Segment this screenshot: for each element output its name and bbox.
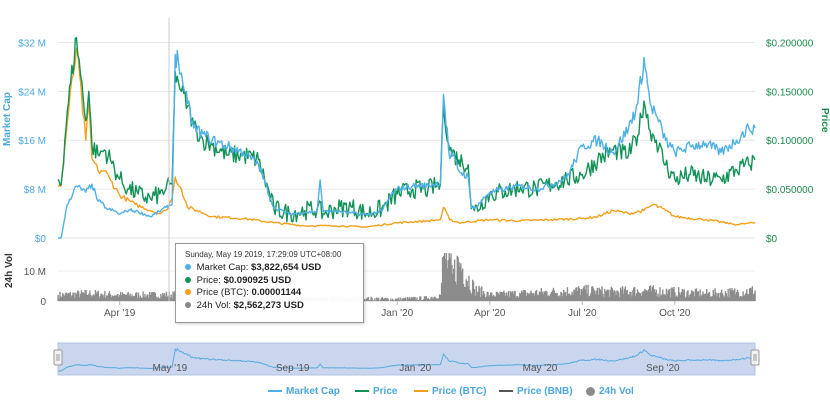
tooltip-value: $3,822,654 USD (251, 262, 321, 273)
series-layer (58, 38, 755, 238)
legend: Market Cap Price Price (BTC) Price (BNB)… (0, 386, 830, 400)
grid-layer (58, 42, 755, 301)
y-left-tick-label: $32 M (18, 38, 46, 49)
line-swatch-icon (268, 390, 282, 392)
tooltip-label: Market Cap: (197, 262, 249, 273)
volume-bar (387, 299, 388, 301)
navigator-handle-right[interactable] (751, 350, 759, 365)
navigator[interactable]: May '19 Sep '19 Jan '20 May '20 Sep '20 (54, 343, 759, 375)
tooltip-value: 0.00001144 (252, 287, 302, 298)
y-left-tick-label: $0 (35, 234, 47, 245)
tooltip-label: 24h Vol: (197, 300, 231, 311)
line-swatch-icon (355, 390, 369, 392)
y-right-tick-label: $0.200000 (766, 38, 814, 49)
navigator-tick-label: May '19 (153, 363, 188, 374)
tooltip-value: $2,562,273 USD (234, 300, 304, 311)
legend-label: Market Cap (286, 386, 340, 397)
volume-tick-label: 10 M (24, 267, 46, 278)
y-left-axis-title: Market Cap (2, 92, 13, 146)
line-swatch-icon (414, 390, 428, 392)
volume-axis-title: 24h Vol (4, 253, 15, 288)
x-tick-label: Apr '19 (104, 308, 136, 319)
tooltip-row-price-btc: Price (BTC): 0.00001144 (176, 287, 363, 300)
legend-item-price-btc[interactable]: Price (BTC) (414, 386, 486, 397)
legend-label: Price (373, 386, 397, 397)
navigator-tick-label: Sep '19 (276, 363, 310, 374)
legend-item-price[interactable]: Price (355, 386, 397, 397)
y-right-tick-label: $0.100000 (766, 136, 814, 147)
volume-dot-icon (185, 302, 191, 308)
series-line-price (58, 38, 755, 222)
volume-bar (405, 298, 406, 301)
legend-item-volume[interactable]: 24h Vol (586, 386, 634, 397)
tooltip: Sunday, May 19 2019, 17:29:09 UTC+08:00 … (175, 243, 364, 323)
y-right-axis-title: Price (819, 108, 830, 133)
tooltip-row-volume: 24h Vol: $2,562,273 USD (176, 300, 363, 313)
navigator-tick-label: May '20 (523, 363, 558, 374)
tooltip-value: $0.090925 USD (224, 275, 292, 286)
price-dot-icon (185, 277, 191, 283)
x-tick-label: Jan '20 (381, 308, 413, 319)
y-right-tick-label: $0 (766, 234, 778, 245)
y-right-tick-label: $0.150000 (766, 87, 814, 98)
volume-bar (374, 298, 375, 301)
y-right-tick-label: $0.050000 (766, 185, 814, 196)
volume-bar (754, 291, 755, 302)
x-tick-label: Jul '20 (568, 308, 597, 319)
y-left-tick-label: $16 M (18, 136, 46, 147)
y-left-tick-label: $8 M (24, 185, 46, 196)
y-left-tick-label: $24 M (18, 87, 46, 98)
line-swatch-icon (499, 390, 513, 392)
tooltip-row-price: Price: $0.090925 USD (176, 275, 363, 288)
volume-bar (399, 297, 400, 301)
circle-swatch-icon (586, 387, 595, 396)
tooltip-date: Sunday, May 19 2019, 17:29:09 UTC+08:00 (176, 244, 363, 262)
market-cap-dot-icon (185, 264, 191, 270)
navigator-tick-label: Sep '20 (646, 363, 680, 374)
x-tick-label: Apr '20 (474, 308, 506, 319)
legend-item-market-cap[interactable]: Market Cap (268, 386, 340, 397)
tooltip-label: Price (BTC): (197, 287, 249, 298)
volume-bars (57, 253, 755, 301)
legend-label: Price (BNB) (517, 386, 573, 397)
series-line-market-cap (58, 50, 755, 238)
legend-label: Price (BTC) (432, 386, 486, 397)
legend-label: 24h Vol (599, 386, 634, 397)
volume-tick-label: 0 (40, 297, 46, 308)
navigator-handle-left[interactable] (54, 350, 62, 365)
tooltip-label: Price: (197, 275, 221, 286)
legend-item-price-bnb[interactable]: Price (BNB) (499, 386, 573, 397)
price-btc-dot-icon (185, 289, 191, 295)
tooltip-row-market-cap: Market Cap: $3,822,654 USD (176, 262, 363, 275)
navigator-tick-label: Jan '20 (399, 363, 431, 374)
x-tick-label: Oct '20 (659, 308, 691, 319)
